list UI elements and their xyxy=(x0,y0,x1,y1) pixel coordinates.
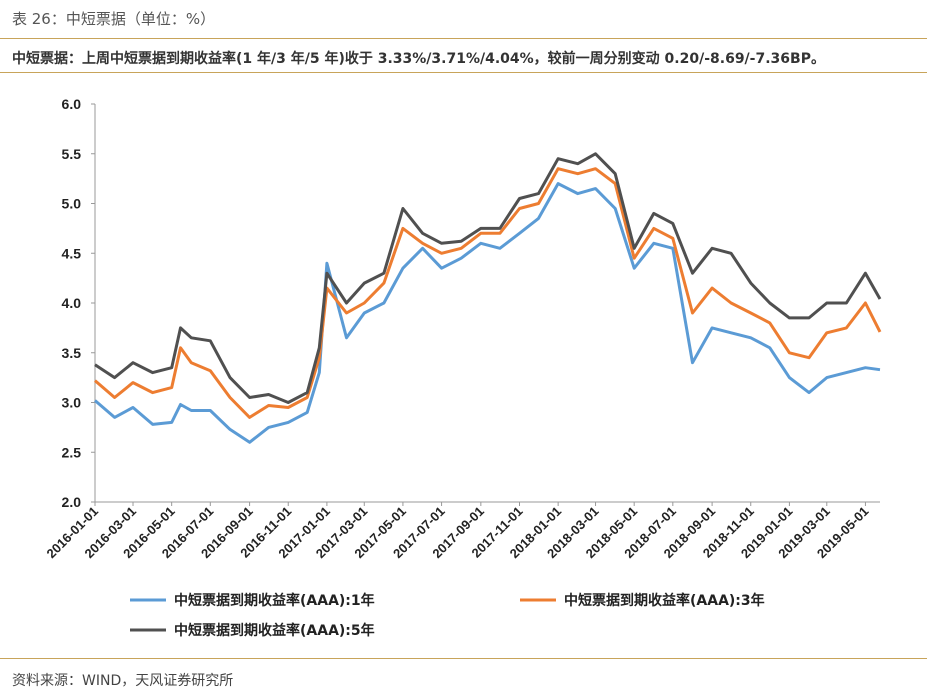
y-tick-label: 4.5 xyxy=(62,245,82,261)
y-tick-label: 2.5 xyxy=(62,444,82,460)
top-divider xyxy=(0,38,927,39)
series-line-2 xyxy=(94,167,882,419)
yield-line-chart: 2.02.53.03.54.04.55.05.56.02016-01-01201… xyxy=(43,96,882,639)
summary-divider xyxy=(0,72,927,73)
y-tick-label: 2.0 xyxy=(62,494,82,510)
y-tick-label: 5.5 xyxy=(62,146,82,162)
summary-text: 中短票据：上周中短票据到期收益率(1 年/3 年/5 年)收于 3.33%/3.… xyxy=(12,51,825,67)
legend-label-2: 中短票据到期收益率(AAA):3年 xyxy=(564,592,765,609)
y-tick-label: 4.0 xyxy=(62,295,82,311)
series-line-3 xyxy=(94,152,882,404)
series-line-1 xyxy=(94,182,881,444)
y-tick-label: 3.5 xyxy=(62,345,82,361)
y-tick-label: 5.0 xyxy=(62,196,82,212)
source-note: 资料来源：WIND，天风证券研究所 xyxy=(12,673,234,689)
table-caption: 表 26：中短票据（单位：%） xyxy=(12,10,216,28)
y-tick-label: 3.0 xyxy=(62,395,82,411)
y-tick-label: 6.0 xyxy=(62,96,82,112)
legend-label-3: 中短票据到期收益率(AAA):5年 xyxy=(174,622,375,639)
bottom-divider xyxy=(0,658,927,659)
legend-label-1: 中短票据到期收益率(AAA):1年 xyxy=(174,592,375,609)
